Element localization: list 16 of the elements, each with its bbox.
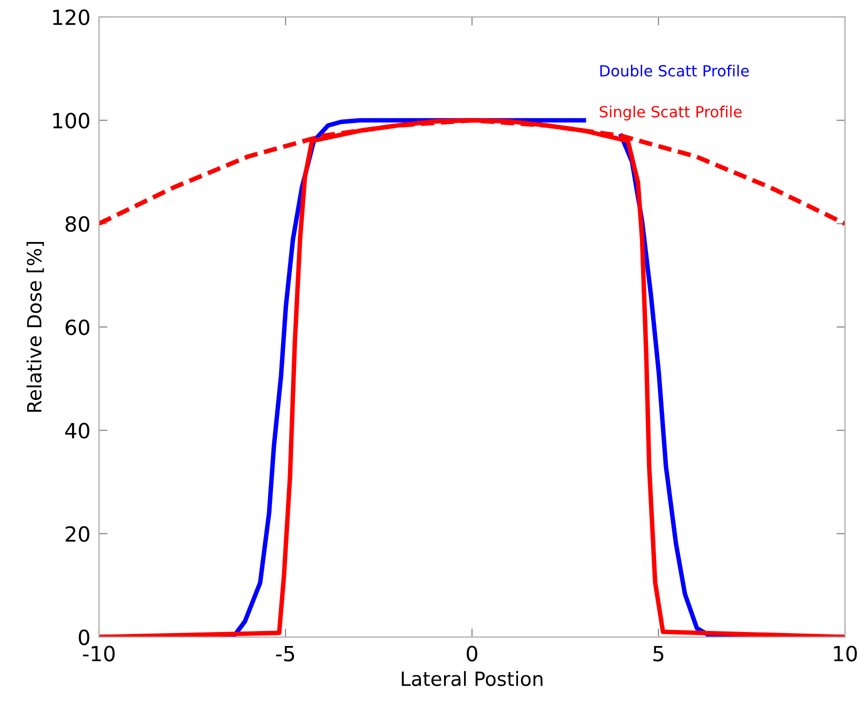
x-axis-title: Lateral Postion [402, 671, 542, 686]
y-axis-title: Relative Dose [%] [26, 242, 44, 412]
x-tick-label: -10 [83, 646, 115, 662]
series-label: Single Scatt Profile [600, 106, 742, 120]
y-tick-label: 40 [65, 422, 90, 439]
y-tick-label: 20 [66, 526, 90, 542]
x-tick-label: 0 [466, 646, 478, 662]
y-tick-label: 120 [53, 9, 90, 26]
text: Double Scatt Profile [600, 64, 749, 77]
y-tick-label: 60 [66, 319, 90, 336]
y-tick-label: 80 [66, 216, 90, 232]
y-tick-label: 100 [53, 112, 90, 129]
x-tick-label: 5 [653, 646, 664, 662]
y-tick-label: 0 [78, 629, 90, 646]
x-tick-label: -5 [276, 646, 294, 662]
x-tick-label: 10 [834, 646, 857, 662]
